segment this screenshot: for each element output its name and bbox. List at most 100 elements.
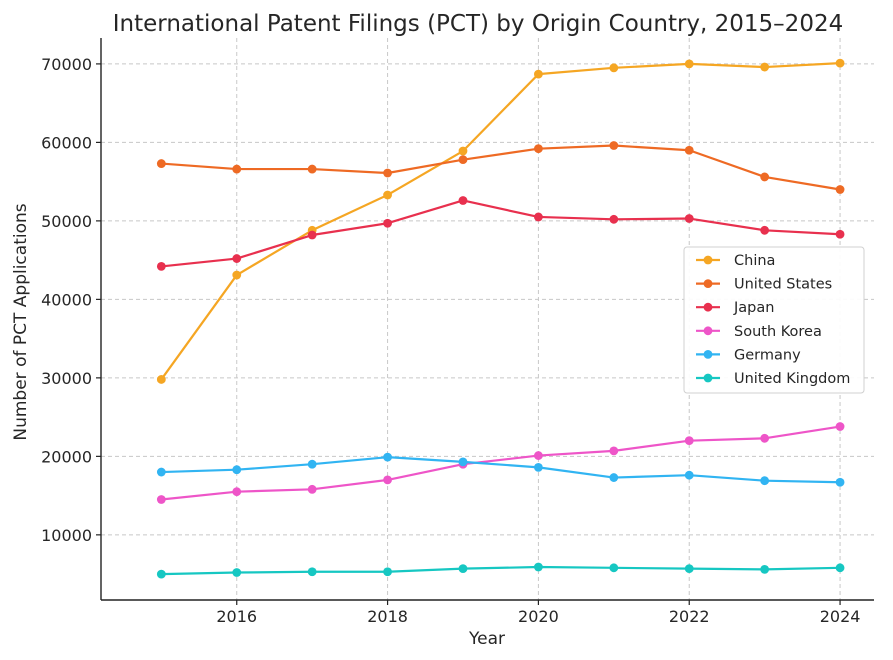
- legend: China United States Japan South Korea German…: [683, 246, 865, 394]
- data-point-germany: [609, 473, 619, 482]
- x-tick-label: 2024: [820, 607, 861, 626]
- legend-box: [683, 246, 865, 394]
- data-point-united-kingdom: [609, 563, 619, 573]
- series-united-states: [156, 141, 845, 194]
- legend-item-united-states: United States: [696, 277, 832, 293]
- legend-item-united-kingdom: United Kingdom: [696, 371, 850, 387]
- data-point-japan: [383, 218, 392, 228]
- data-point-united-kingdom: [383, 567, 392, 577]
- data-point-china: [684, 59, 694, 69]
- data-point-china: [609, 63, 619, 73]
- data-point-germany: [156, 467, 166, 477]
- data-point-japan: [684, 214, 694, 223]
- data-point-united-kingdom: [156, 569, 166, 579]
- x-tick-label: 2018: [367, 607, 408, 626]
- y-tick-label: 40000: [41, 290, 92, 309]
- legend-swatch-marker: [703, 373, 713, 383]
- data-point-united-states: [458, 155, 468, 165]
- data-point-united-states: [534, 144, 543, 154]
- data-point-south-korea: [156, 495, 166, 504]
- data-point-japan: [760, 225, 770, 235]
- series-germany: [156, 452, 845, 487]
- data-point-germany: [307, 459, 317, 469]
- data-point-south-korea: [760, 433, 770, 443]
- legend-label: United States: [734, 277, 832, 293]
- series-united-kingdom: [156, 562, 845, 579]
- data-point-united-kingdom: [307, 567, 317, 577]
- data-point-china: [458, 146, 468, 156]
- data-point-japan: [835, 229, 845, 239]
- chart-title: International Patent Filings (PCT) by Or…: [113, 11, 843, 37]
- legend-label: Japan: [733, 300, 774, 316]
- legend-item-japan: Japan: [696, 300, 774, 316]
- data-point-united-states: [835, 185, 845, 194]
- data-point-united-states: [609, 141, 619, 150]
- series-line-germany: [161, 456, 841, 484]
- data-point-united-states: [760, 172, 770, 182]
- data-point-united-kingdom: [534, 562, 543, 572]
- series-line-united-kingdom: [161, 565, 841, 576]
- series-line-united-states: [161, 144, 841, 191]
- y-tick-label: 60000: [41, 133, 92, 152]
- data-point-germany: [383, 452, 392, 462]
- series-china: [156, 58, 845, 384]
- legend-label: China: [734, 253, 775, 269]
- legend-swatch-marker: [703, 326, 713, 336]
- y-tick-label: 50000: [41, 212, 92, 231]
- legend-item-china: China: [696, 253, 775, 269]
- data-point-china: [383, 190, 392, 200]
- data-point-south-korea: [307, 484, 317, 494]
- data-point-south-korea: [232, 487, 242, 497]
- data-point-south-korea: [684, 436, 694, 446]
- data-point-united-states: [383, 168, 392, 178]
- series-layer: [156, 58, 845, 579]
- legend-item-south-korea: South Korea: [696, 324, 822, 340]
- legend-swatch-marker: [703, 350, 713, 359]
- legend-swatch-marker: [703, 255, 713, 265]
- x-tick-label: 2016: [216, 607, 257, 626]
- data-point-japan: [307, 230, 317, 240]
- data-point-china: [534, 69, 543, 79]
- data-point-japan: [156, 262, 166, 271]
- y-tick-label: 30000: [41, 369, 92, 388]
- y-tick-label: 10000: [41, 526, 92, 545]
- data-point-united-kingdom: [684, 564, 694, 574]
- legend-item-germany: Germany: [696, 347, 801, 363]
- data-point-japan: [534, 212, 543, 222]
- data-point-united-states: [684, 145, 694, 155]
- legend-label: Germany: [734, 347, 801, 363]
- data-point-germany: [232, 465, 242, 475]
- x-tick-label: 2020: [518, 607, 559, 626]
- data-point-japan: [609, 214, 619, 224]
- legend-swatch-marker: [703, 279, 713, 288]
- data-point-germany: [534, 462, 543, 472]
- x-axis-label: Year: [468, 629, 505, 649]
- series-japan: [156, 196, 845, 271]
- data-point-japan: [232, 254, 242, 263]
- series-line-japan: [161, 199, 841, 268]
- data-point-japan: [458, 196, 468, 205]
- legend-label: South Korea: [734, 324, 822, 340]
- data-point-south-korea: [609, 446, 619, 456]
- y-tick-label: 70000: [41, 55, 92, 74]
- data-point-china: [232, 270, 242, 280]
- series-south-korea: [156, 422, 845, 504]
- data-point-south-korea: [835, 422, 845, 431]
- data-point-china: [760, 62, 770, 72]
- data-point-germany: [458, 457, 468, 467]
- data-point-united-states: [307, 164, 317, 174]
- data-point-germany: [835, 477, 845, 487]
- data-point-south-korea: [534, 451, 543, 460]
- data-point-china: [835, 58, 845, 68]
- data-point-south-korea: [383, 475, 392, 485]
- series-line-china: [160, 62, 841, 381]
- y-tick-label: 20000: [41, 447, 92, 466]
- legend-swatch-marker: [703, 302, 713, 312]
- data-point-germany: [760, 476, 770, 486]
- data-point-germany: [684, 470, 694, 480]
- data-point-united-states: [156, 159, 166, 168]
- x-tick-label: 2022: [669, 607, 710, 626]
- data-point-united-kingdom: [458, 564, 468, 574]
